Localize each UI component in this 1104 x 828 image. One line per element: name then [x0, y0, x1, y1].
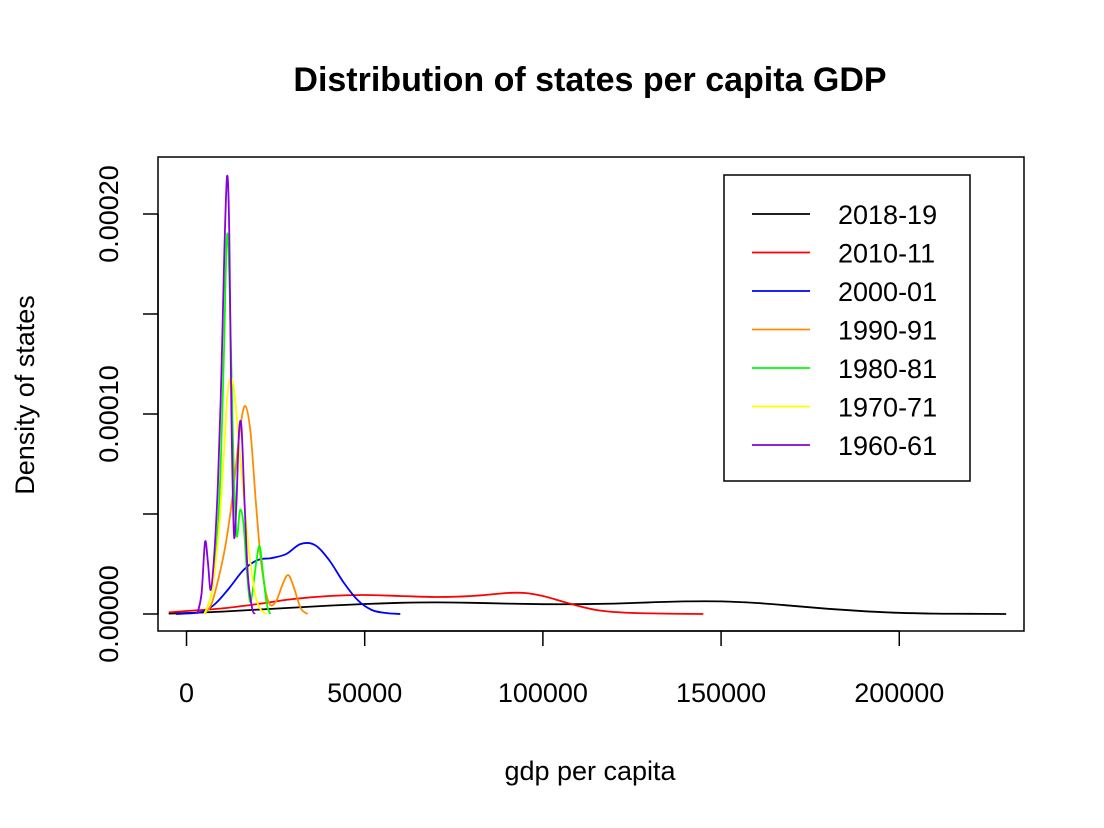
legend-label: 1980-81 [838, 354, 937, 384]
y-tick-label: 0.00000 [94, 565, 124, 663]
legend: 2018-19 2010-11 2000-01 1990-91 1980-81 1970-… [723, 174, 971, 482]
y-axis: 0.00000 0.00010 0.00020 [94, 165, 159, 663]
legend-label: 1970-71 [838, 393, 937, 423]
legend-box [723, 174, 971, 482]
density-line-1960-61 [196, 174, 256, 615]
legend-label: 1960-61 [838, 431, 937, 461]
y-axis-label: Density of states [10, 295, 40, 495]
x-tick-label: 100000 [498, 678, 588, 708]
x-axis: 0 50000 100000 150000 200000 [179, 630, 944, 708]
x-tick-label: 50000 [327, 678, 402, 708]
x-tick-label: 0 [179, 678, 194, 708]
legend-label: 2018-19 [838, 200, 937, 230]
density-line-2000-01 [175, 542, 401, 615]
series-lines [168, 174, 1007, 615]
x-axis-label: gdp per capita [504, 756, 676, 786]
density-line-1990-91 [203, 405, 309, 615]
y-tick-label: 0.00020 [94, 165, 124, 263]
y-tick-label: 0.00010 [94, 365, 124, 463]
density-line-2018-19 [168, 600, 1007, 615]
x-tick-label: 200000 [854, 678, 944, 708]
legend-label: 2010-11 [838, 239, 935, 269]
legend-label: 2000-01 [838, 277, 937, 307]
x-tick-label: 150000 [676, 678, 766, 708]
density-line-1970-71 [203, 377, 268, 615]
chart-title: Distribution of states per capita GDP [293, 61, 886, 99]
legend-label: 1990-91 [838, 316, 937, 346]
